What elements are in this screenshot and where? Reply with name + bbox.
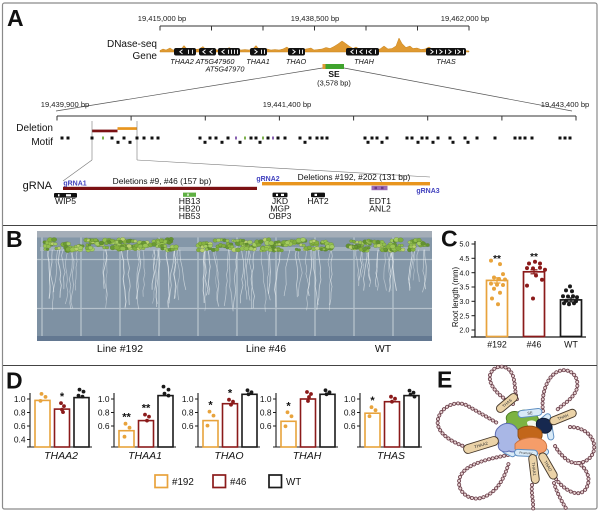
svg-text:WT: WT [286, 477, 301, 488]
svg-text:#46: #46 [230, 477, 247, 488]
svg-text:1.0: 1.0 [98, 394, 110, 404]
svg-text:Motif: Motif [31, 137, 53, 148]
svg-text:2.5: 2.5 [459, 311, 469, 320]
svg-text:B: B [6, 226, 23, 252]
svg-text:Gene: Gene [133, 51, 158, 62]
svg-text:HB53: HB53 [179, 211, 201, 221]
svg-text:4.5: 4.5 [459, 254, 469, 263]
svg-text:Deletion: Deletion [16, 123, 53, 134]
svg-text:(3,578 bp): (3,578 bp) [317, 79, 351, 88]
svg-text:1.0: 1.0 [260, 394, 272, 404]
svg-text:Deletions #9, #46 (157 bp): Deletions #9, #46 (157 bp) [113, 176, 212, 186]
svg-text:0.8: 0.8 [344, 407, 356, 417]
svg-text:1.0: 1.0 [344, 394, 356, 404]
svg-text:2.0: 2.0 [459, 326, 469, 335]
svg-text:**: ** [493, 254, 501, 265]
svg-text:0.6: 0.6 [14, 421, 26, 431]
svg-text:0.4: 0.4 [14, 434, 26, 444]
svg-text:SE: SE [527, 410, 533, 416]
svg-text:0.8: 0.8 [98, 407, 110, 417]
svg-text:Deletions #192, #202 (131 bp): Deletions #192, #202 (131 bp) [298, 172, 411, 182]
svg-text:THAH: THAH [557, 413, 569, 422]
svg-text:THAO: THAO [543, 460, 554, 473]
svg-text:gRNA: gRNA [23, 180, 53, 192]
svg-text:#192: #192 [487, 340, 507, 350]
svg-text:#46: #46 [527, 340, 542, 350]
svg-text:0.8: 0.8 [14, 407, 26, 417]
svg-text:E: E [437, 367, 452, 393]
svg-text:THAS: THAS [436, 57, 456, 66]
svg-text:THAH: THAH [354, 57, 375, 66]
svg-text:*: * [286, 400, 291, 412]
svg-text:Line #192: Line #192 [97, 343, 143, 355]
svg-text:19,415,000 bp: 19,415,000 bp [138, 14, 187, 23]
svg-text:gRNA2: gRNA2 [256, 176, 279, 183]
svg-text:SE: SE [328, 69, 340, 79]
svg-text:THAA2: THAA2 [44, 450, 78, 462]
svg-text:WT: WT [375, 343, 392, 355]
svg-text:*: * [208, 400, 213, 412]
svg-text:*: * [60, 391, 65, 403]
svg-text:THAS: THAS [377, 450, 405, 462]
svg-text:HB20: HB20 [179, 204, 201, 214]
svg-text:19,441,400 bp: 19,441,400 bp [263, 100, 312, 109]
svg-text:JKD: JKD [272, 196, 288, 206]
svg-text:THAO: THAO [286, 57, 307, 66]
svg-text:THAA1: THAA1 [246, 57, 270, 66]
svg-text:19,438,500 bp: 19,438,500 bp [291, 14, 340, 23]
svg-text:HAT2: HAT2 [307, 196, 329, 206]
svg-text:OBP3: OBP3 [269, 211, 292, 221]
svg-text:THAA1: THAA1 [128, 450, 162, 462]
svg-text:THAO: THAO [214, 450, 243, 462]
svg-text:AT5G47970: AT5G47970 [205, 65, 245, 74]
svg-text:0.6: 0.6 [260, 421, 272, 431]
svg-text:0.8: 0.8 [260, 407, 272, 417]
svg-text:D: D [6, 368, 23, 394]
svg-text:WT: WT [564, 340, 578, 350]
svg-text:**: ** [142, 403, 151, 415]
svg-text:gRNA3: gRNA3 [416, 188, 439, 195]
svg-text:0.8: 0.8 [182, 407, 194, 417]
svg-text:19,462,000 bp: 19,462,000 bp [441, 14, 490, 23]
svg-text:*: * [370, 395, 375, 407]
svg-text:#192: #192 [172, 477, 194, 488]
svg-text:THAA2: THAA2 [474, 440, 490, 449]
svg-text:THAH: THAH [293, 450, 322, 462]
svg-text:0.6: 0.6 [344, 421, 356, 431]
svg-text:*: * [228, 388, 233, 400]
svg-text:**: ** [530, 252, 538, 263]
svg-text:Promoter: Promoter [519, 451, 533, 456]
svg-text:WIP5: WIP5 [55, 196, 76, 206]
svg-text:4.0: 4.0 [459, 268, 469, 277]
svg-text:19,439,900 bp: 19,439,900 bp [41, 100, 90, 109]
svg-text:C: C [28, 274, 37, 288]
svg-text:ANL2: ANL2 [369, 204, 391, 214]
svg-text:**: ** [122, 412, 131, 424]
svg-text:A: A [7, 5, 24, 31]
svg-text:1.0: 1.0 [182, 394, 194, 404]
svg-text:0.6: 0.6 [98, 421, 110, 431]
svg-text:DNase-seq: DNase-seq [107, 39, 157, 50]
svg-text:Line #46: Line #46 [246, 343, 286, 355]
svg-text:AT5G47960: AT5G47960 [195, 57, 235, 66]
svg-text:C: C [441, 226, 458, 252]
svg-text:EDT1: EDT1 [369, 196, 391, 206]
svg-text:THAA2: THAA2 [170, 57, 194, 66]
svg-text:gRNA1: gRNA1 [63, 181, 86, 188]
svg-text:HB13: HB13 [179, 196, 201, 206]
svg-text:MGP: MGP [270, 204, 290, 214]
svg-text:Root length (mm): Root length (mm) [451, 266, 460, 327]
svg-text:THAS: THAS [501, 397, 513, 408]
svg-text:3.5: 3.5 [459, 283, 469, 292]
svg-text:5.0: 5.0 [459, 240, 469, 249]
svg-text:3.0: 3.0 [459, 297, 469, 306]
svg-text:0.6: 0.6 [182, 421, 194, 431]
svg-text:19,443,400 bp: 19,443,400 bp [541, 100, 590, 109]
svg-text:1.0: 1.0 [14, 394, 26, 404]
svg-text:THAA1: THAA1 [531, 462, 538, 477]
